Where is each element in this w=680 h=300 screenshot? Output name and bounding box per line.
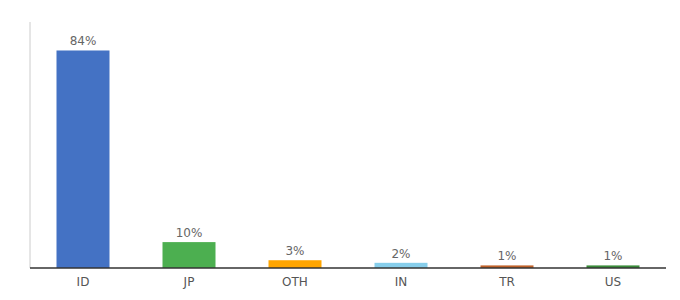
data-label: 1%	[497, 249, 516, 263]
bar	[269, 260, 322, 268]
x-tick-label: OTH	[282, 275, 308, 289]
bars	[57, 50, 640, 268]
x-tick-label: US	[605, 275, 621, 289]
bar	[57, 50, 110, 268]
data-label: 2%	[391, 247, 410, 261]
bar	[163, 242, 216, 268]
chart: 84% 10% 3% 2% 1% 1% ID JP OTH IN TR US	[0, 0, 680, 300]
data-label: 84%	[70, 34, 97, 48]
x-tick-label: TR	[498, 275, 515, 289]
y-axis-line	[30, 22, 31, 268]
x-tick-label: ID	[77, 275, 90, 289]
bar	[375, 263, 428, 268]
x-axis-line	[30, 267, 666, 269]
data-label: 10%	[176, 226, 203, 240]
x-tick-label: IN	[395, 275, 408, 289]
data-label: 3%	[285, 244, 304, 258]
x-tick-label: JP	[183, 275, 195, 289]
data-label: 1%	[603, 249, 622, 263]
